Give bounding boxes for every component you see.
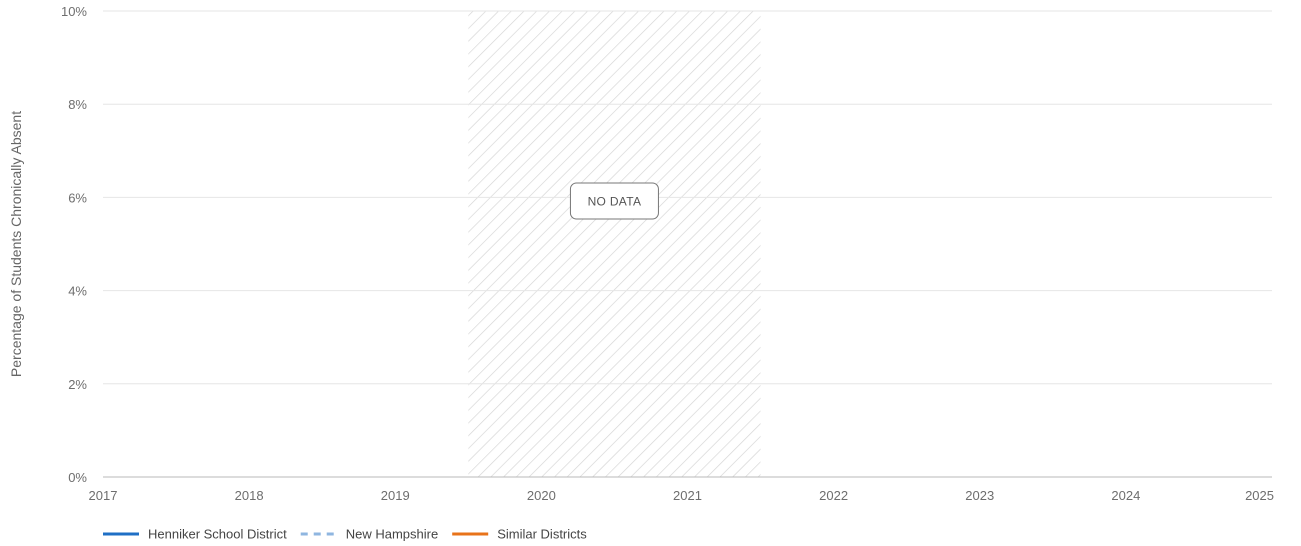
- no-data-hatch: [468, 11, 761, 477]
- x-tick-label: 2025: [1245, 488, 1274, 503]
- y-tick-label: 8%: [68, 97, 87, 112]
- x-tick-label: 2017: [89, 488, 118, 503]
- y-tick-label: 0%: [68, 470, 87, 485]
- no-data-region: [468, 11, 761, 477]
- no-data-box: [569, 182, 659, 220]
- y-axis: 0% 2% 4% 6% 8% 10%: [61, 4, 87, 485]
- legend-label: New Hampshire: [346, 527, 438, 542]
- legend-item[interactable]: Similar Districts: [452, 527, 587, 542]
- x-tick-label: 2023: [965, 488, 994, 503]
- legend-label: Henniker School District: [148, 527, 287, 542]
- x-tick-label: 2020: [527, 488, 556, 503]
- x-tick-label: 2024: [1111, 488, 1140, 503]
- no-data-text: NO DATA: [588, 195, 642, 209]
- y-tick-label: 2%: [68, 377, 87, 392]
- x-axis: 2017 2018 2019 2020 2021 2022 2023 2024 2025: [89, 476, 1274, 503]
- x-tick-label: 2021: [673, 488, 702, 503]
- legend-item[interactable]: Henniker School District: [103, 527, 287, 542]
- y-tick-label: 6%: [68, 190, 87, 205]
- gridlines: [103, 10, 1272, 385]
- legend: Henniker School District New Hampshire Sim…: [103, 527, 587, 542]
- legend-item[interactable]: New Hampshire: [300, 527, 438, 542]
- legend-label: Similar Districts: [497, 527, 587, 542]
- y-axis-title: Percentage of Students Chronically Absen…: [8, 111, 24, 377]
- no-data-label: NO DATA: [569, 182, 659, 220]
- x-tick-label: 2022: [819, 488, 848, 503]
- y-tick-label: 10%: [61, 4, 87, 19]
- x-tick-label: 2019: [381, 488, 410, 503]
- x-tick-label: 2018: [235, 488, 264, 503]
- y-tick-label: 4%: [68, 284, 87, 299]
